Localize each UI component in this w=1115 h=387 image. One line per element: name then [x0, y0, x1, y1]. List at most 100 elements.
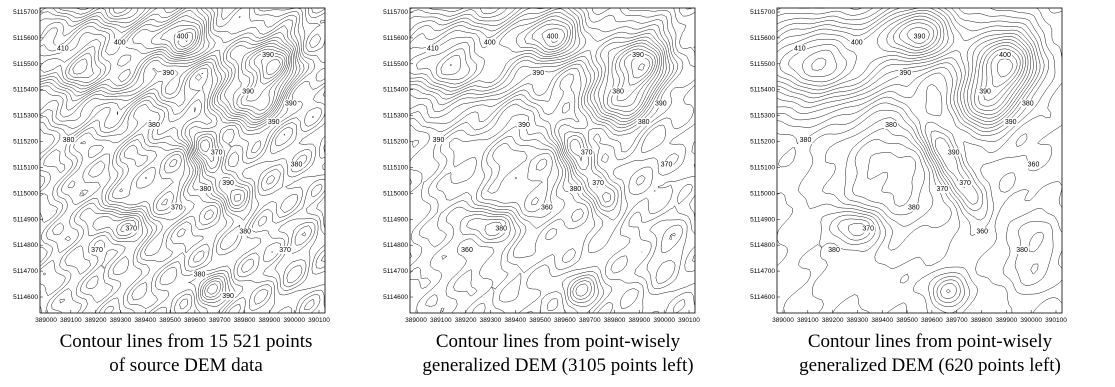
map-frame	[409, 7, 696, 314]
caption-line-1: Contour lines from 15 521 points	[59, 331, 313, 352]
x-tick-label: 389200	[822, 317, 844, 324]
contour-label-bg	[431, 136, 446, 145]
x-tick-label: 389100	[797, 317, 819, 324]
contour-label: 380	[908, 204, 920, 211]
contour-label: 370	[592, 180, 604, 187]
contour-label: 390	[1005, 119, 1017, 126]
map-frame	[776, 7, 1063, 314]
contour-label-bg	[906, 203, 921, 212]
contour-label: 390	[632, 52, 644, 59]
contour-label-bg	[175, 32, 190, 41]
x-tick-label: 390000	[283, 317, 305, 324]
x-tick-label: 389100	[430, 317, 452, 324]
contour-label: 380	[612, 88, 624, 95]
contour-label-bg	[998, 50, 1012, 59]
contour-label-bg	[861, 224, 876, 233]
y-tick-label: 5115400	[13, 87, 38, 94]
contour-label-bg	[792, 44, 807, 53]
contour-label: 380	[1022, 101, 1034, 108]
x-tick-label: 389200	[85, 317, 107, 324]
contour-label-bg	[169, 203, 184, 212]
contour-label-bg	[221, 291, 236, 300]
contour-label: 380	[63, 137, 75, 144]
contour-lines	[39, 7, 326, 314]
contour-label-bg	[112, 38, 127, 47]
y-tick-label: 5115700	[383, 9, 408, 16]
x-tick-label: 389200	[455, 317, 477, 324]
contour-label: 380	[569, 186, 581, 193]
y-tick-label: 5115500	[383, 61, 408, 68]
y-tick-label: 5115200	[13, 139, 38, 146]
contour-label: 390	[222, 180, 234, 187]
caption-line-1: Contour lines from point-wisely	[435, 331, 681, 352]
contour-label: 360	[541, 204, 553, 211]
contour-label: 390	[899, 70, 911, 77]
contour-label: 390	[162, 70, 174, 77]
y-tick-label: 5115300	[383, 113, 408, 120]
contour-label-bg	[1026, 160, 1041, 169]
y-tick-label: 5114700	[13, 268, 38, 275]
y-tick-label: 5115600	[750, 35, 775, 42]
contour-label-bg	[278, 246, 293, 254]
contour-label: 390	[222, 293, 234, 300]
contour-label: 400	[999, 52, 1011, 59]
y-tick-label: 5115000	[13, 190, 38, 197]
contour-label: 400	[177, 34, 189, 41]
contour-label-bg	[1015, 246, 1030, 254]
contour-label-bg	[611, 87, 626, 96]
contour-label-bg	[517, 120, 531, 129]
contour-label-bg	[283, 99, 298, 108]
x-tick-label: 389300	[110, 317, 132, 324]
contour-label-bg	[482, 38, 497, 47]
contour-label-bg	[90, 246, 104, 254]
contour-label: 410	[427, 46, 439, 53]
contour-label: 370	[959, 180, 971, 187]
y-tick-label: 5115600	[383, 35, 408, 42]
contour-label-bg	[55, 44, 70, 53]
x-tick-label: 389000	[35, 317, 57, 324]
contour-label: 390	[914, 34, 926, 41]
caption-line-2: of source DEM data	[109, 355, 263, 376]
x-tick-label: 389000	[772, 317, 794, 324]
contour-label-bg	[636, 117, 651, 126]
contour-label: 380	[1016, 247, 1028, 254]
contour-label-bg	[935, 185, 950, 193]
contour-label-bg	[124, 224, 139, 233]
caption-line-1: Contour lines from point-wisely	[807, 331, 1053, 352]
x-tick-label: 389000	[405, 317, 427, 324]
y-tick-label: 5114900	[750, 216, 775, 223]
contour-label-bg	[978, 87, 993, 96]
contour-label: 370	[581, 149, 593, 156]
y-tick-label: 5115200	[383, 139, 408, 146]
contour-label-bg	[849, 38, 864, 47]
contour-label: 380	[638, 119, 650, 126]
contour-label-bg	[192, 270, 207, 279]
x-tick-label: 389100	[60, 317, 82, 324]
x-tick-label: 389400	[504, 317, 526, 324]
contour-label: 380	[199, 186, 211, 193]
x-tick-label: 389700	[579, 317, 601, 324]
x-tick-label: 390100	[308, 317, 330, 324]
contour-label-bg	[975, 227, 990, 236]
contour-label: 400	[484, 40, 496, 47]
contour-label-bg	[266, 117, 281, 126]
x-tick-label: 390000	[653, 317, 675, 324]
contour-label: 410	[57, 46, 69, 53]
x-tick-label: 389500	[896, 317, 918, 324]
y-tick-label: 5114600	[13, 294, 38, 301]
contour-label-bg	[958, 178, 973, 187]
contour-label-bg	[579, 148, 594, 157]
contour-label-bg	[631, 50, 645, 59]
contour-label-bg	[425, 44, 440, 53]
contour-label: 400	[547, 34, 559, 41]
contour-label: 380	[194, 271, 206, 278]
x-tick-label: 389800	[971, 317, 993, 324]
contour-label-bg	[460, 246, 474, 254]
y-tick-label: 5115200	[750, 139, 775, 146]
x-tick-label: 389600	[184, 317, 206, 324]
x-tick-label: 389500	[159, 317, 181, 324]
contour-label-bg	[827, 246, 841, 254]
y-tick-label: 5114700	[383, 268, 408, 275]
y-tick-label: 5115700	[750, 9, 775, 16]
contour-label: 400	[114, 40, 126, 47]
